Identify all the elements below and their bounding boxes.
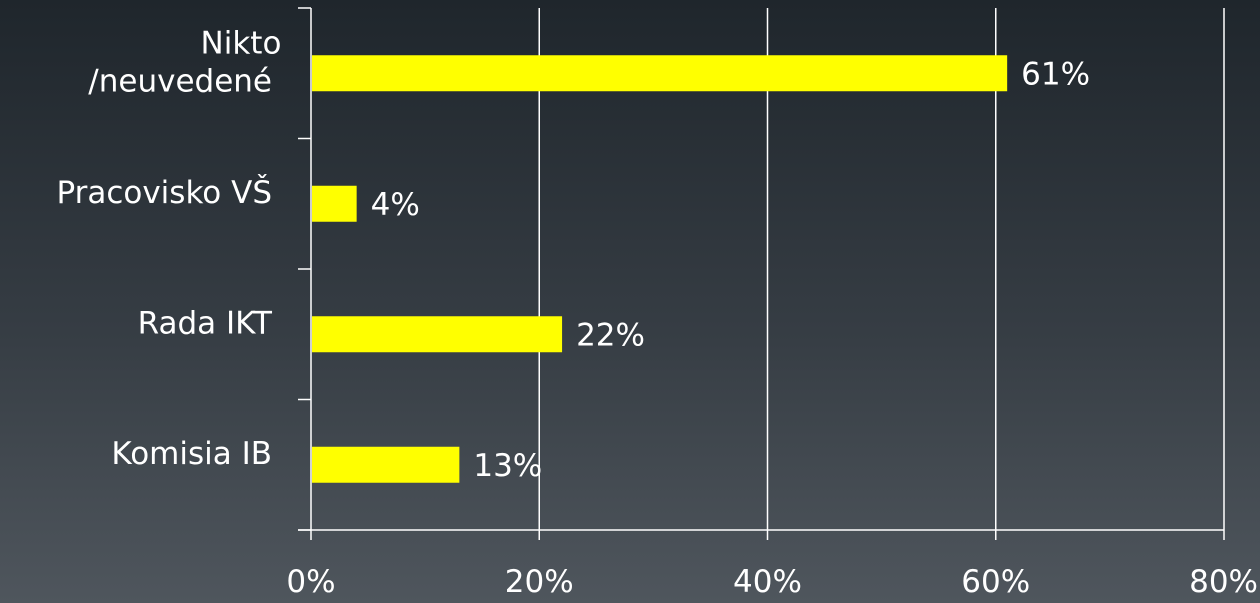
category-label-line: Pracovisko VŠ <box>56 174 272 211</box>
bar <box>312 316 563 353</box>
data-label: 61% <box>1021 56 1090 92</box>
data-label: 22% <box>576 317 645 353</box>
category-label-line: Rada IKT <box>138 305 273 341</box>
x-tick-label: 20% <box>505 564 574 600</box>
bars <box>312 55 1008 483</box>
data-label: 4% <box>371 187 420 223</box>
labels: 0% 20% 40% 60% 80% 61% Nikto/neuvedené 4% Pracov… <box>56 25 1258 600</box>
x-tick-label: 60% <box>961 564 1030 600</box>
bar <box>312 446 460 483</box>
category-label-line: /neuvedené <box>88 63 272 99</box>
data-label: 13% <box>473 448 542 484</box>
category-label: Nikto/neuvedené <box>88 25 281 99</box>
x-tick-label: 80% <box>1189 564 1258 600</box>
x-tick-label: 0% <box>286 564 335 600</box>
category-label: Pracovisko VŠ <box>56 174 272 211</box>
bar <box>312 55 1008 92</box>
gridlines <box>538 8 1225 530</box>
category-label: Rada IKT <box>138 305 273 341</box>
bar <box>312 185 357 222</box>
category-label-line: Komisia IB <box>111 436 272 472</box>
category-label: Komisia IB <box>111 436 272 472</box>
axes <box>298 7 1225 540</box>
category-label-line: Nikto <box>201 25 282 61</box>
x-tick-label: 40% <box>733 564 802 600</box>
